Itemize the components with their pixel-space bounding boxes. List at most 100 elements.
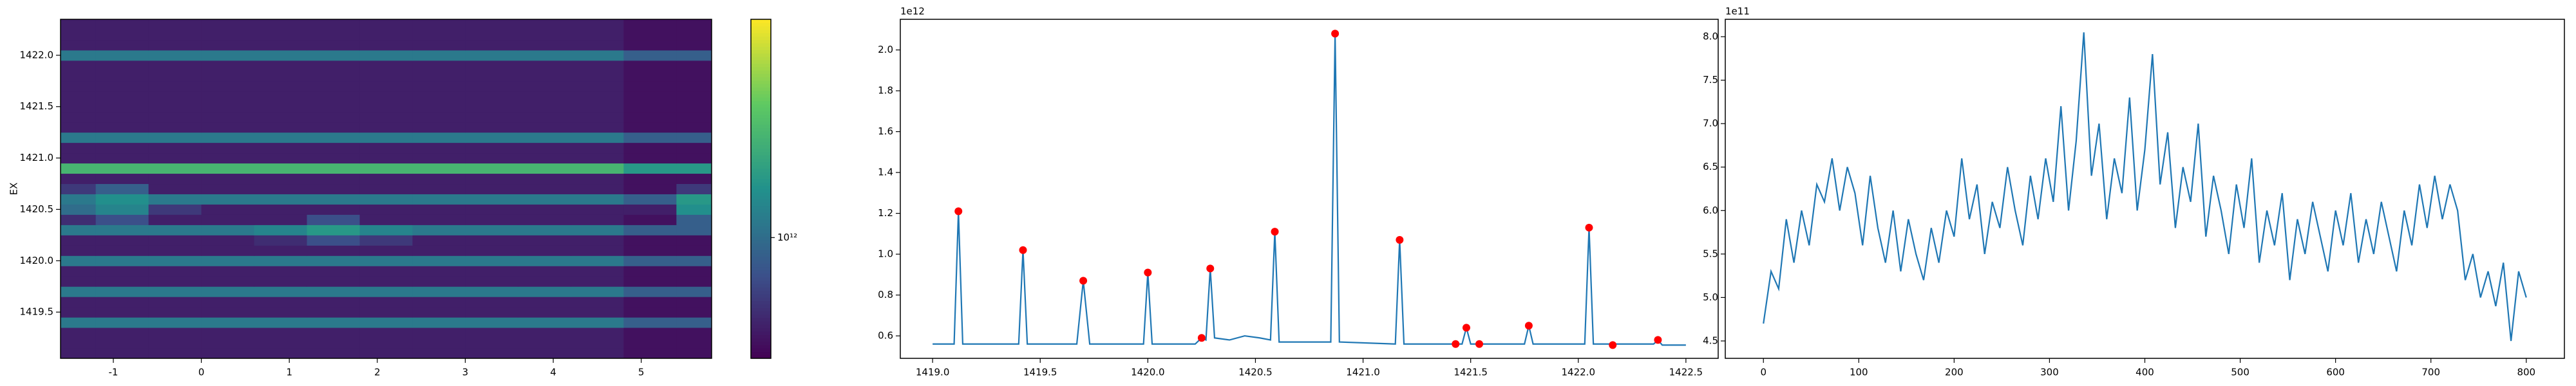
heatmap-cell <box>623 183 677 194</box>
heatmap-cell <box>412 235 466 246</box>
heatmap-cell <box>465 338 518 349</box>
heatmap-cell <box>518 50 571 61</box>
heatmap-cell <box>676 297 712 308</box>
heatmap-cell <box>148 173 202 185</box>
heatmap-cell <box>571 297 624 308</box>
colorbar-segment <box>751 293 771 298</box>
heatmap-cell <box>95 214 149 225</box>
heatmap-cell <box>201 122 255 133</box>
heatmap-cell <box>571 152 624 164</box>
heatmap-cell <box>61 204 97 215</box>
heatmap-cell <box>412 29 466 41</box>
heatmap-cell <box>518 276 571 287</box>
heatmap-cell <box>623 255 677 266</box>
heatmap-cell <box>61 327 97 338</box>
heatmap-cell <box>676 266 712 277</box>
peak-marker <box>1654 336 1662 344</box>
heatmap-cell <box>61 173 97 185</box>
heatmap-cell <box>61 317 97 328</box>
heatmap-cell <box>518 286 571 297</box>
heatmap-cell <box>307 338 361 349</box>
colorbar-segment <box>751 270 771 274</box>
heatmap-cell <box>676 29 712 41</box>
heatmap-cell <box>148 80 202 92</box>
heatmap-cell <box>412 255 466 266</box>
heatmap-cell <box>201 80 255 92</box>
y-tick-label: 4.5 <box>1703 335 1718 346</box>
colorbar-segment <box>751 124 771 129</box>
heatmap-cell <box>359 132 413 143</box>
heatmap-cell <box>412 225 466 235</box>
colorbar-segment <box>751 266 771 271</box>
y-tick-label: 1421.5 <box>20 100 54 112</box>
colorbar-tick-label: 10¹² <box>777 232 797 243</box>
colorbar-segment <box>751 63 771 68</box>
heatmap-cell <box>518 60 571 71</box>
heatmap-cell <box>676 173 712 185</box>
peak-marker <box>1585 223 1593 232</box>
heatmap-cell <box>571 91 624 102</box>
heatmap-cell <box>254 297 308 308</box>
heatmap-cell <box>518 70 571 82</box>
peak-marker <box>1452 340 1460 348</box>
heatmap-cell <box>465 297 518 308</box>
heatmap-cell <box>623 194 677 205</box>
peak-marker <box>1462 324 1470 332</box>
heatmap-cell <box>571 327 624 338</box>
colorbar-segment <box>751 219 771 223</box>
colorbar-segment <box>751 205 771 210</box>
heatmap-cell <box>95 338 149 349</box>
heatmap-cell <box>623 235 677 246</box>
heatmap-cell <box>518 194 571 205</box>
heatmap-cell <box>623 39 677 51</box>
heatmap-cell <box>95 317 149 328</box>
heatmap-cell <box>465 255 518 266</box>
colorbar-segment <box>751 229 771 234</box>
heatmap-cell <box>201 101 255 113</box>
heatmap-cell <box>465 307 518 318</box>
colorbar-segment <box>751 260 771 264</box>
colorbar-segment <box>751 338 771 342</box>
heatmap-cell <box>148 266 202 277</box>
heatmap-cell <box>359 266 413 277</box>
heatmap-cell <box>254 50 308 61</box>
x-tick-label: 5 <box>638 367 645 378</box>
heatmap-cell <box>201 235 255 246</box>
heatmap-cell <box>307 29 361 41</box>
x-tick-label: -1 <box>108 367 118 378</box>
colorbar-segment <box>751 138 771 142</box>
heatmap-cell <box>254 122 308 133</box>
heatmap-cell <box>95 70 149 82</box>
heatmap-cell <box>307 194 361 205</box>
heatmap-cell <box>623 276 677 287</box>
colorbar-segment <box>751 196 771 199</box>
heatmap-cell <box>571 122 624 133</box>
heatmap-cell <box>148 29 202 41</box>
colorbar-segment <box>751 161 771 166</box>
heatmap-cell <box>465 348 518 358</box>
heatmap-cell <box>95 307 149 318</box>
heatmap-cell <box>676 245 712 256</box>
colorbar-segment <box>751 29 771 33</box>
colorbar-segment <box>751 287 771 291</box>
heatmap-cell <box>623 348 677 358</box>
heatmap-cell <box>148 163 202 174</box>
x-tick-label: 1419.0 <box>916 367 950 378</box>
heatmap-cell <box>254 29 308 41</box>
heatmap-cell <box>676 286 712 297</box>
heatmap-cell <box>95 132 149 143</box>
heatmap-cell <box>676 255 712 266</box>
heatmap-cell <box>571 60 624 71</box>
colorbar-segment <box>751 111 771 115</box>
heatmap-cell <box>148 235 202 246</box>
heatmap-cell <box>412 19 466 30</box>
heatmap-cell <box>254 286 308 297</box>
heatmap-cell <box>148 183 202 194</box>
peak-marker <box>1197 334 1206 342</box>
heatmap-cell <box>307 132 361 143</box>
heatmap-cell <box>571 286 624 297</box>
heatmap-cell <box>254 235 308 246</box>
heatmap-cell <box>571 194 624 205</box>
heatmap-cell <box>201 194 255 205</box>
colorbar-segment <box>751 314 771 318</box>
